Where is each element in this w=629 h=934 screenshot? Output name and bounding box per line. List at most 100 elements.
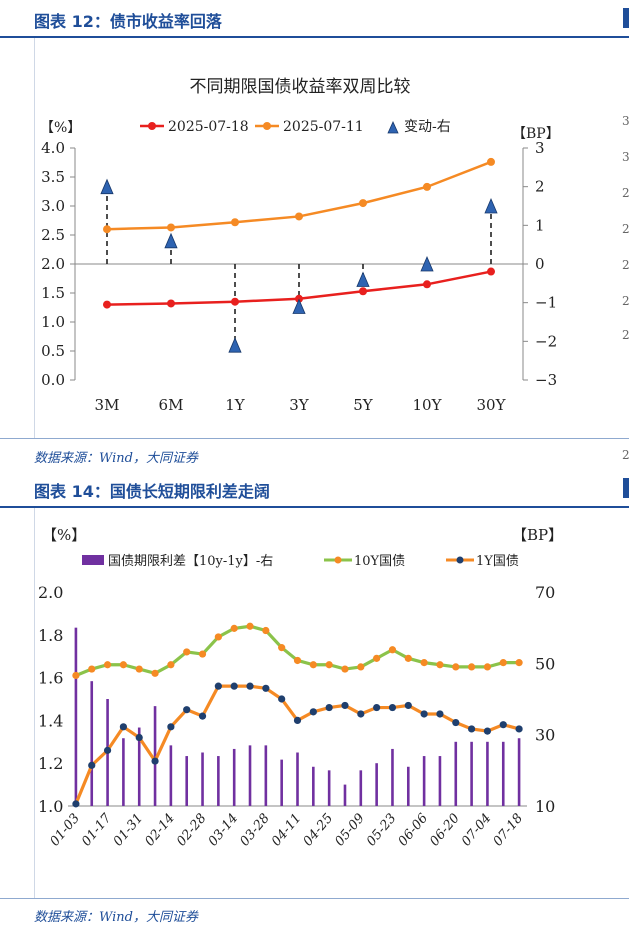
left-tick-label: 2.5 (41, 226, 65, 244)
series-point (436, 661, 444, 669)
bar (375, 763, 378, 806)
series-point (404, 654, 412, 662)
x-tick-label: 02-28 (174, 811, 210, 849)
bar (517, 738, 521, 806)
x-tick-label: 6M (159, 396, 184, 414)
legend-label: 2025-07-18 (168, 119, 249, 135)
right-tick-label: 10 (535, 797, 555, 816)
x-tick-label: 10Y (413, 396, 443, 414)
x-tick-label: 04-11 (269, 811, 305, 849)
right-tick-label: 0 (535, 255, 545, 273)
series-point (468, 725, 476, 733)
left-tick-label: 2.0 (41, 255, 65, 273)
series-point (214, 682, 222, 690)
series-point (246, 682, 254, 690)
clipped-tick: 2 (622, 328, 629, 342)
series-point (499, 721, 507, 729)
x-tick-label: 07-18 (491, 811, 527, 849)
change-marker (164, 232, 178, 249)
figure1-left-border (34, 38, 35, 438)
series-point (72, 671, 80, 680)
left-tick-label: 2.0 (38, 583, 63, 602)
bar (359, 770, 363, 806)
figure1-header: 图表 12：债市收益率回落 (0, 0, 629, 38)
right-tick-label: −2 (535, 332, 557, 350)
legend-triangle (387, 121, 399, 134)
series-point (151, 757, 159, 765)
series-point (515, 725, 523, 733)
bar (438, 756, 442, 806)
bar (296, 752, 299, 806)
x-tick-label: 01-17 (79, 810, 115, 849)
series-point (325, 703, 333, 712)
series-point (103, 746, 112, 754)
bar (185, 756, 189, 806)
bar (90, 681, 94, 806)
bar (153, 706, 157, 806)
series-point (359, 287, 367, 296)
bar (169, 745, 173, 806)
x-tick-label: 03-14 (206, 811, 242, 849)
series-point (88, 761, 96, 769)
series-point (357, 663, 365, 671)
bar (470, 741, 473, 806)
x-tick-label: 02-14 (142, 811, 178, 849)
right-tick-label: −3 (535, 371, 557, 389)
left-axis-unit: 【%】 (40, 120, 81, 136)
legend-label: 1Y国债 (476, 554, 519, 569)
x-tick-label: 01-03 (47, 811, 83, 849)
right-tick-label: 3 (535, 139, 545, 157)
series-point (278, 644, 286, 652)
series-point (499, 659, 507, 667)
series-point (295, 212, 303, 221)
bar (137, 727, 141, 806)
legend-marker (263, 122, 271, 130)
x-tick-label: 04-25 (301, 811, 337, 849)
bar (122, 738, 125, 806)
left-tick-label: 3.0 (41, 197, 65, 215)
bar (217, 756, 220, 806)
series-point (436, 710, 444, 718)
series-point (468, 663, 476, 671)
right-tick-label: −1 (535, 294, 557, 312)
x-tick-label: 07-04 (459, 811, 495, 849)
figure1-header-mark (623, 8, 629, 28)
series-point (167, 723, 175, 731)
bar (248, 745, 252, 806)
series-point (262, 684, 270, 692)
series-point (373, 654, 381, 662)
x-tick-label: 5Y (353, 396, 374, 414)
legend-label: 2025-07-11 (283, 119, 364, 135)
series-point (103, 225, 111, 234)
bar (264, 745, 268, 806)
series-point (373, 703, 381, 712)
x-tick-label: 06-06 (396, 811, 432, 849)
series-point (198, 650, 207, 658)
series-point (230, 682, 238, 690)
series-point (167, 661, 175, 669)
bar (201, 752, 204, 806)
series-point (420, 659, 428, 667)
bar (312, 766, 315, 806)
clipped-tick: 3 (622, 114, 629, 128)
series-point (88, 665, 96, 673)
right-axis-unit: 【BP】 (512, 526, 563, 544)
figure2-chart: 【%】 【BP】国债期限利差【10y-1y】-右 10Y国债 1Y国债 1.0 1.2 1.… (38, 526, 563, 849)
right-tick-label: 1 (535, 216, 545, 234)
legend-label: 10Y国债 (354, 554, 405, 569)
figure1-source: 数据来源：Wind，大同证券 (34, 451, 198, 466)
figure2-header-mark (623, 478, 629, 498)
series-point (293, 716, 302, 724)
series-point (246, 622, 254, 630)
x-tick-label: 05-09 (332, 811, 368, 849)
figure2-bottom-rule (0, 898, 629, 899)
bar (406, 766, 410, 806)
clipped-tick: 2 (622, 186, 629, 200)
right-axis-unit: 【BP】 (512, 126, 560, 142)
figure2-header: 图表 14：国债长短期限利差走阔 (0, 470, 629, 508)
left-tick-label: 4.0 (41, 139, 65, 157)
figure2-title: 图表 14：国债长短期限利差走阔 (34, 482, 270, 501)
right-tick-label: 30 (535, 726, 555, 745)
series-point (357, 710, 365, 718)
left-tick-label: 3.5 (41, 168, 65, 186)
